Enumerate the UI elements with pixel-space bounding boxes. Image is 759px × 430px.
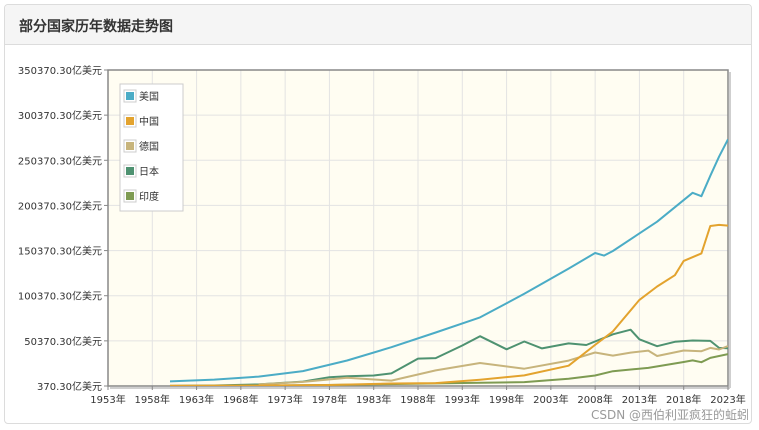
x-tick-label: 1953年 (90, 393, 125, 406)
x-tick-label: 2023年 (710, 393, 745, 406)
y-tick-label: 350370.30亿美元 (18, 64, 102, 77)
y-tick-label: 370.30亿美元 (37, 380, 102, 393)
legend-swatch (126, 92, 134, 100)
legend-swatch (126, 117, 134, 125)
x-tick-label: 1998年 (489, 393, 524, 406)
watermark: CSDN @西伯利亚疯狂的蚯蚓 (590, 408, 749, 422)
y-tick-label: 150370.30亿美元 (18, 245, 102, 258)
panel-header: 部分国家历年数据走势图 (5, 5, 751, 45)
legend-swatch (126, 192, 134, 200)
legend-label: 美国 (139, 90, 159, 103)
y-tick-label: 200370.30亿美元 (18, 199, 102, 212)
y-tick-label: 100370.30亿美元 (18, 290, 102, 303)
y-tick-label: 300370.30亿美元 (18, 109, 102, 122)
x-tick-label: 1993年 (445, 393, 480, 406)
legend-label: 日本 (139, 165, 159, 178)
x-tick-label: 1988年 (400, 393, 435, 406)
legend-swatch (126, 167, 134, 175)
x-tick-label: 1958年 (135, 393, 170, 406)
series-line-德国 (258, 345, 728, 386)
x-tick-label: 2013年 (622, 393, 657, 406)
panel-title: 部分国家历年数据走势图 (19, 19, 173, 35)
x-tick-label: 1978年 (312, 393, 347, 406)
series-line-美国 (169, 138, 728, 383)
x-tick-label: 1963年 (179, 393, 214, 406)
x-tick-label: 1968年 (223, 393, 258, 406)
y-tick-label: 250370.30亿美元 (18, 154, 102, 167)
x-tick-label: 1983年 (356, 393, 391, 406)
series-line-中国 (169, 223, 728, 386)
legend-label: 印度 (139, 190, 159, 203)
x-tick-label: 2018年 (666, 393, 701, 406)
x-tick-label: 2003年 (533, 393, 568, 406)
legend-label: 中国 (139, 115, 159, 128)
legend-label: 德国 (139, 140, 159, 153)
series-line-日本 (169, 328, 728, 386)
legend-swatch (126, 142, 134, 150)
x-tick-label: 2008年 (577, 393, 612, 406)
y-tick-label: 50370.30亿美元 (24, 335, 102, 348)
x-tick-label: 1973年 (267, 393, 302, 406)
